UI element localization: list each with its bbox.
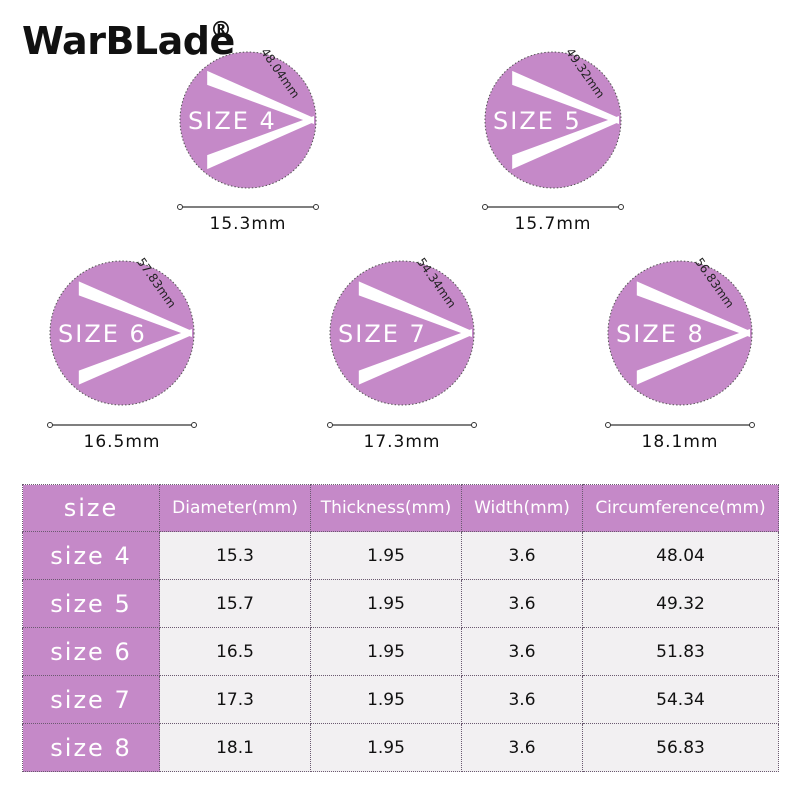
table-row: size 6 16.5 1.95 3.6 51.83 (22, 627, 779, 676)
row-size-label: size 8 (22, 723, 160, 772)
ring-stripe-lower (358, 329, 472, 385)
ring-stripe-upper (358, 281, 472, 337)
diameter-endpoint (749, 422, 755, 428)
table-row: size 5 15.7 1.95 3.6 49.32 (22, 579, 779, 628)
cell-thickness: 1.95 (310, 723, 462, 772)
header-width: Width(mm) (461, 484, 583, 532)
table-row: size 4 15.3 1.95 3.6 48.04 (22, 531, 779, 580)
row-size-label: size 7 (22, 675, 160, 724)
diameter-endpoint (191, 422, 197, 428)
cell-thickness: 1.95 (310, 579, 462, 628)
ring-band-stripes (636, 281, 750, 385)
cell-width: 3.6 (461, 579, 583, 628)
ring-band-stripes (512, 70, 619, 170)
ring-outline (179, 51, 317, 189)
ring-stripe-upper (512, 70, 619, 124)
ring-size-table: size Diameter(mm) Thickness(mm) Width(mm… (22, 484, 779, 772)
diameter-endpoint (482, 204, 488, 210)
cell-diameter: 15.7 (159, 579, 311, 628)
ring-outline (484, 51, 622, 189)
ring-size-label: SIZE 7 (338, 320, 427, 348)
table-row: size 7 17.3 1.95 3.6 54.34 (22, 675, 779, 724)
cell-width: 3.6 (461, 675, 583, 724)
cell-circumference: 51.83 (582, 627, 779, 676)
cell-width: 3.6 (461, 723, 583, 772)
cell-diameter: 15.3 (159, 531, 311, 580)
cell-thickness: 1.95 (310, 627, 462, 676)
header-circumference: Circumference(mm) (582, 484, 779, 532)
diameter-label: 18.1mm (642, 432, 719, 452)
ring-outline (329, 260, 475, 406)
diameter-label: 15.3mm (210, 214, 287, 234)
diameter-label: 15.7mm (515, 214, 592, 234)
ring-outline (607, 260, 753, 406)
ring-band-stripes (358, 281, 472, 385)
header-thickness: Thickness(mm) (310, 484, 462, 532)
diameter-endpoint (327, 422, 333, 428)
cell-thickness: 1.95 (310, 675, 462, 724)
cell-width: 3.6 (461, 627, 583, 676)
ring-stripe-upper (78, 281, 192, 337)
cell-diameter: 17.3 (159, 675, 311, 724)
diameter-endpoint (605, 422, 611, 428)
ring-size-label: SIZE 6 (58, 320, 147, 348)
diameter-label: 16.5mm (84, 432, 161, 452)
cell-circumference: 56.83 (582, 723, 779, 772)
diameter-endpoint (177, 204, 183, 210)
diameter-endpoint (618, 204, 624, 210)
cell-thickness: 1.95 (310, 531, 462, 580)
cell-diameter: 16.5 (159, 627, 311, 676)
table-row: size 8 18.1 1.95 3.6 56.83 (22, 723, 779, 772)
cell-circumference: 49.32 (582, 579, 779, 628)
ring-size-label: SIZE 4 (188, 107, 277, 135)
table-header-row: size Diameter(mm) Thickness(mm) Width(mm… (22, 484, 779, 532)
ring-outline (49, 260, 195, 406)
ring-stripe-upper (207, 70, 314, 124)
row-size-label: size 6 (22, 627, 160, 676)
cell-circumference: 54.34 (582, 675, 779, 724)
ring-stripe-lower (636, 329, 750, 385)
ring-stripe-lower (78, 329, 192, 385)
ring-band-stripes (78, 281, 192, 385)
ring-stripe-lower (512, 116, 619, 170)
header-diameter: Diameter(mm) (159, 484, 311, 532)
brand-logo: WarBLade (22, 19, 235, 63)
ring-stripe-lower (207, 116, 314, 170)
ring-band-stripes (207, 70, 314, 170)
ring-stripe-upper (636, 281, 750, 337)
diameter-label: 17.3mm (364, 432, 441, 452)
registered-mark: ® (210, 18, 232, 43)
ring-size-label: SIZE 5 (493, 107, 582, 135)
cell-width: 3.6 (461, 531, 583, 580)
diameter-endpoint (47, 422, 53, 428)
header-size: size (22, 484, 160, 532)
ring-size-label: SIZE 8 (616, 320, 705, 348)
cell-diameter: 18.1 (159, 723, 311, 772)
cell-circumference: 48.04 (582, 531, 779, 580)
row-size-label: size 5 (22, 579, 160, 628)
diameter-endpoint (471, 422, 477, 428)
row-size-label: size 4 (22, 531, 160, 580)
diameter-endpoint (313, 204, 319, 210)
